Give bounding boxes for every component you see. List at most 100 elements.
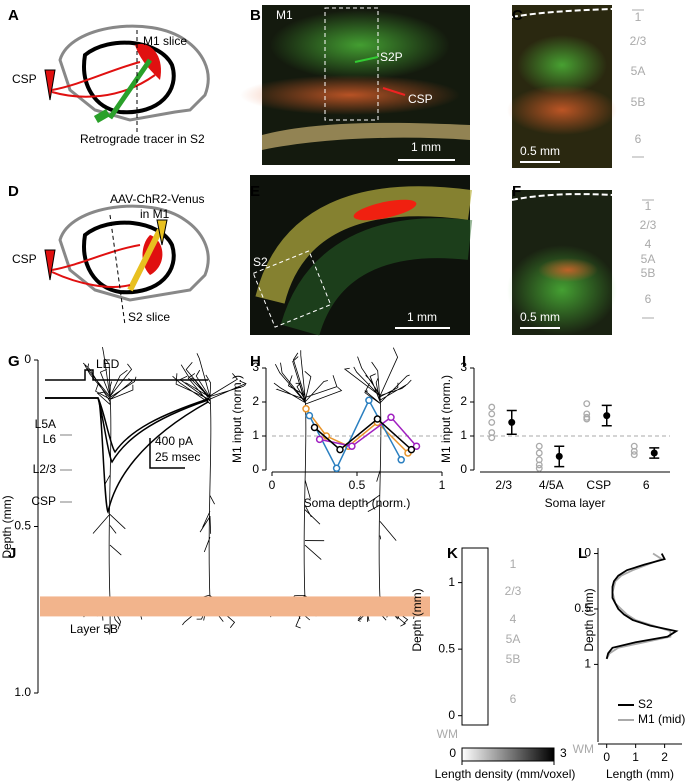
panel-letter: K	[447, 545, 458, 562]
layer-label: 1	[645, 199, 652, 213]
series-line	[319, 416, 418, 448]
point	[535, 449, 543, 457]
scale-label: 0.5 mm	[520, 144, 560, 158]
layer-label: 4	[510, 612, 517, 626]
point	[583, 415, 591, 423]
label: S2 slice	[128, 310, 170, 324]
x-tick-label: 0.5	[349, 478, 366, 492]
point	[488, 418, 496, 426]
colorbar	[461, 747, 555, 762]
point	[315, 435, 324, 444]
label: 400 pA	[155, 434, 193, 448]
y-tick-label: 0	[24, 352, 31, 366]
point	[310, 423, 319, 432]
layer-label: 6	[510, 692, 517, 706]
y-tick-label: 1	[584, 657, 591, 671]
profile-line	[605, 552, 672, 660]
panel-letter: F	[512, 183, 521, 200]
point	[387, 413, 395, 422]
y-tick-label: 1	[460, 428, 467, 442]
point	[488, 434, 496, 442]
x-tick-label: 2	[661, 750, 668, 764]
y-tick-label: 2	[252, 394, 259, 408]
colorbar-tick-label: 0	[449, 746, 456, 760]
layer-label: WM	[437, 727, 458, 741]
x-axis-label: Soma depth (norm.)	[304, 496, 411, 510]
panel-d	[44, 204, 210, 326]
y-tick-label: 0.5	[574, 601, 591, 615]
point	[488, 403, 496, 411]
label: CSP	[12, 252, 37, 266]
x-tick-label: 1	[439, 478, 446, 492]
panel-f-image	[507, 190, 654, 335]
panel-letter: G	[8, 353, 20, 370]
label: L6	[43, 432, 57, 446]
label: L5A	[35, 417, 56, 431]
label: M1	[276, 8, 293, 22]
point	[397, 456, 405, 464]
layer-label: WM	[573, 742, 594, 756]
panel-letter: D	[8, 183, 19, 200]
label: LED	[96, 357, 120, 371]
panel-letter: E	[250, 183, 260, 200]
label: 25 msec	[155, 450, 200, 464]
label: Retrograde tracer in S2	[80, 132, 205, 146]
neuron	[270, 350, 343, 629]
layer-band	[40, 596, 430, 617]
label: L2/3	[33, 462, 57, 476]
panel-b-image	[240, 5, 470, 165]
layer-label: 5A	[506, 632, 521, 646]
series-line	[308, 398, 402, 470]
scale-label: 1 mm	[411, 140, 441, 154]
x-axis-label: Soma layer	[545, 496, 606, 510]
y-tick-label: 0.5	[438, 641, 455, 655]
panel-letter: H	[250, 353, 261, 370]
layer-label: 5B	[506, 652, 521, 666]
series-line	[314, 418, 412, 451]
point	[336, 445, 344, 454]
point	[365, 396, 373, 405]
y-tick-label: 2	[460, 394, 467, 408]
label: S2	[253, 255, 268, 269]
x-tick-label: 6	[643, 478, 650, 492]
layer-label: 2/3	[640, 218, 657, 232]
legend-label: S2	[638, 697, 653, 711]
panel-letter: B	[250, 7, 261, 24]
label: AAV-ChR2-Venus	[110, 192, 205, 206]
point	[407, 445, 416, 454]
x-tick-label: 2/3	[495, 478, 512, 492]
panel-letter: L	[578, 545, 587, 562]
mean	[603, 412, 611, 420]
panel-c-image	[507, 5, 644, 168]
panel-g-traces	[45, 369, 209, 515]
panel-e-image	[250, 175, 473, 337]
label: S2P	[380, 50, 403, 64]
point	[535, 461, 543, 469]
x-tick-label: 0	[603, 750, 610, 764]
point	[583, 400, 591, 408]
scale-label: 0.5 mm	[520, 310, 560, 324]
point	[630, 451, 638, 459]
label: CSP	[31, 494, 56, 508]
profile-line	[605, 553, 679, 660]
y-axis-label: Depth (mm)	[582, 588, 596, 651]
mean	[650, 449, 658, 457]
x-tick-label: 0	[269, 478, 276, 492]
frame	[461, 547, 489, 726]
point	[373, 415, 382, 423]
point	[535, 442, 543, 450]
layer-label: 4	[645, 237, 652, 251]
x-tick-label: 1	[632, 750, 639, 764]
y-tick-label: 0	[584, 546, 591, 560]
layer-label: 2/3	[505, 584, 522, 598]
x-tick-label: 4/5A	[539, 478, 564, 492]
band-label: Layer 5B	[70, 622, 118, 636]
label: CSP	[408, 92, 433, 106]
y-tick-label: 0	[448, 708, 455, 722]
colorbar-tick-label: 3	[560, 746, 567, 760]
panel-letter: C	[512, 7, 523, 24]
point	[630, 447, 638, 455]
y-tick-label: 3	[252, 360, 259, 374]
x-tick-label: CSP	[586, 478, 611, 492]
